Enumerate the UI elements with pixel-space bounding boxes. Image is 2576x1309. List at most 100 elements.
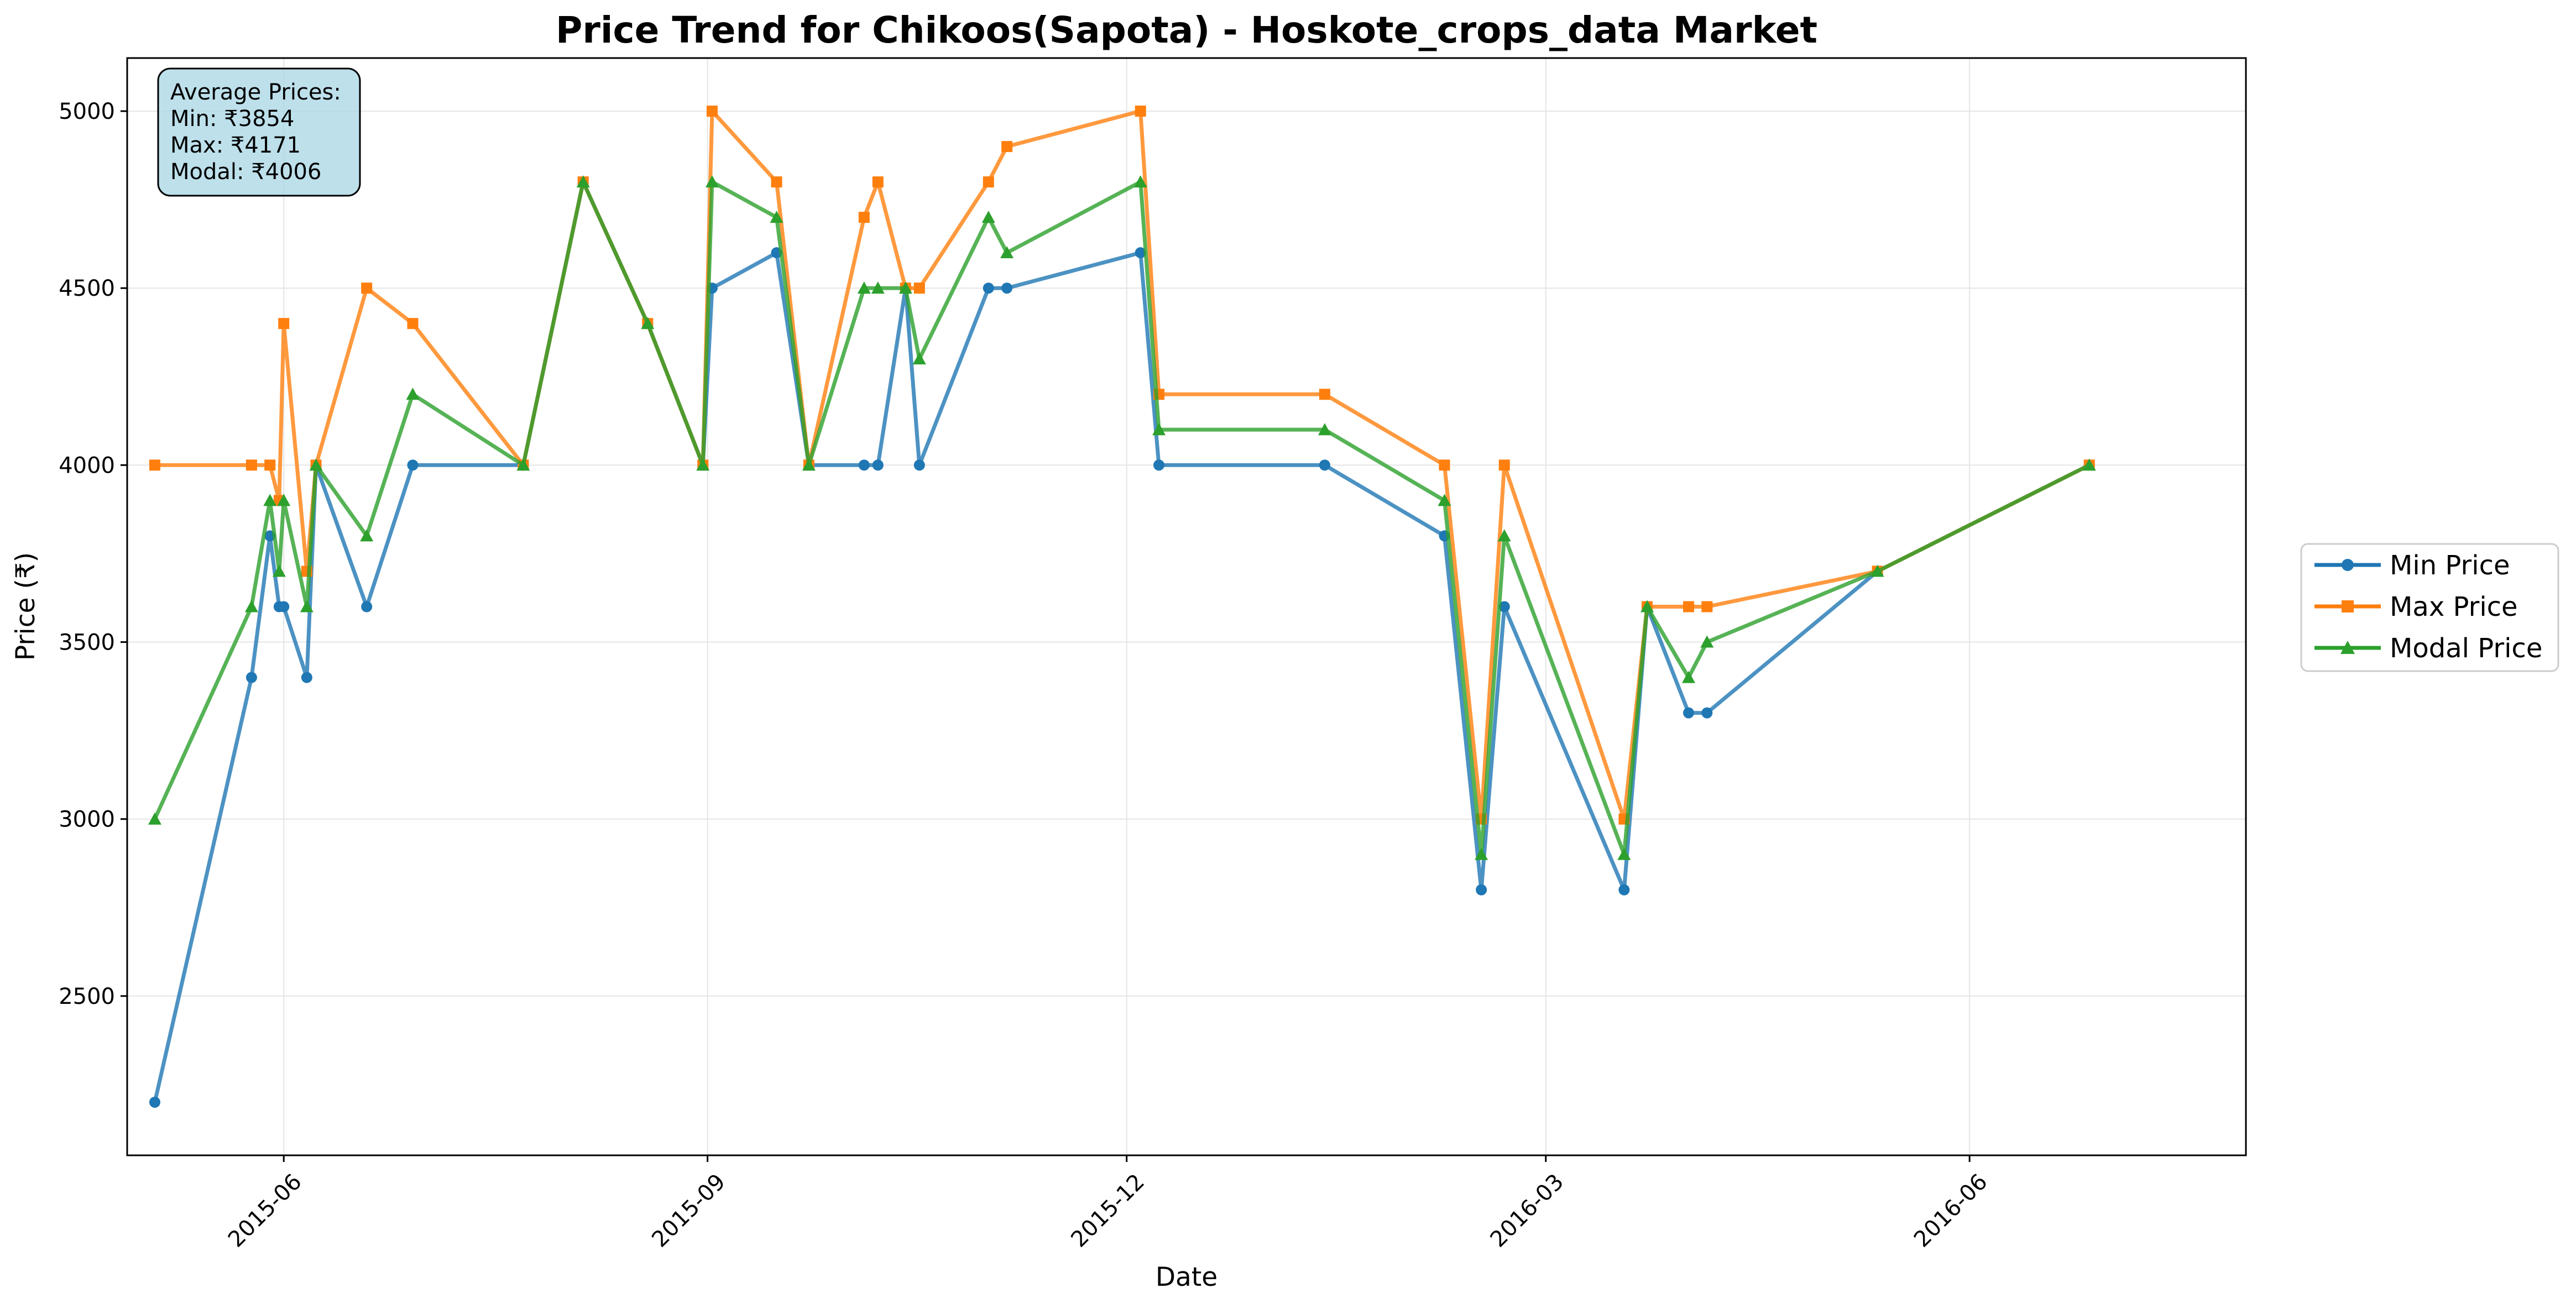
point-modal-price (1133, 175, 1147, 188)
point-min-price (407, 459, 419, 471)
stats-box-title: Average Prices: (170, 80, 341, 105)
point-max-price (1439, 459, 1450, 471)
point-modal-price (696, 458, 710, 471)
series-layer (148, 106, 2096, 1108)
point-modal-price (1497, 529, 1511, 542)
point-min-price (983, 282, 994, 294)
point-modal-price (1318, 423, 1331, 436)
legend-label-min-price: Min Price (2390, 550, 2510, 581)
point-min-price (301, 672, 312, 683)
point-max-price (245, 459, 257, 471)
y-tick-label: 4500 (59, 276, 115, 301)
point-max-price (264, 459, 276, 471)
point-max-price (1498, 459, 1510, 471)
y-tick-label: 3000 (59, 807, 115, 832)
point-max-price (1001, 141, 1013, 153)
point-modal-price (912, 352, 926, 365)
point-modal-price (898, 281, 912, 294)
plot-area-frame (126, 57, 2247, 1156)
legend: Min Price Max Price Modal Price (2300, 543, 2559, 672)
point-min-price (1153, 459, 1165, 471)
line-modal-price (153, 180, 2092, 857)
legend-frame (2300, 543, 2559, 672)
point-max-price (278, 318, 290, 329)
point-modal-price (705, 175, 719, 188)
point-min-price (1683, 707, 1695, 719)
point-modal-price (272, 564, 286, 577)
point-modal-price (309, 458, 323, 471)
point-min-price (278, 601, 290, 612)
y-tick-label: 3500 (59, 630, 115, 656)
point-max-price (913, 282, 925, 294)
point-modal-price (1700, 635, 1714, 648)
point-modal-price (1617, 847, 1631, 860)
point-modal-price (1870, 564, 1884, 577)
point-max-price (1319, 389, 1330, 400)
point-max-price (407, 318, 419, 329)
point-max-price (149, 459, 160, 471)
stats-max: Max: ₹4171 (170, 133, 301, 158)
point-max-price (1135, 106, 1146, 117)
point-modal-price (1152, 423, 1166, 436)
point-min-price (1498, 601, 1510, 612)
legend-marker-modal-price (2340, 641, 2355, 654)
point-max-price (1683, 601, 1695, 612)
point-max-price (706, 106, 718, 117)
point-min-price (1618, 884, 1630, 896)
point-max-price (771, 176, 782, 188)
point-modal-price (277, 494, 291, 506)
point-max-price (361, 282, 373, 294)
point-modal-price (2082, 458, 2096, 471)
point-max-price (858, 212, 870, 223)
point-modal-price (857, 281, 871, 294)
legend-marker-min-price (2342, 559, 2354, 571)
point-modal-price (1438, 494, 1451, 506)
stats-box-background (157, 67, 361, 197)
point-min-price (149, 1096, 160, 1108)
y-tick-label: 2500 (59, 984, 115, 1009)
legend-marker-max-price (2342, 600, 2354, 612)
point-min-price (1001, 282, 1013, 294)
point-min-price (1701, 707, 1713, 719)
point-max-price (983, 176, 994, 188)
stats-min: Min: ₹3854 (170, 106, 294, 132)
point-modal-price (263, 494, 277, 506)
point-modal-price (148, 812, 161, 825)
point-max-price (872, 176, 884, 188)
point-modal-price (300, 600, 313, 612)
point-modal-price (981, 211, 995, 223)
point-modal-price (1000, 246, 1014, 259)
legend-label-modal-price: Modal Price (2390, 633, 2542, 664)
legend-label-max-price: Max Price (2390, 591, 2518, 622)
point-min-price (913, 459, 925, 471)
point-modal-price (1475, 847, 1488, 860)
point-min-price (872, 459, 884, 471)
point-modal-price (360, 529, 374, 542)
legend-item-max-price: Max Price (2314, 591, 2518, 622)
point-min-price (1135, 247, 1146, 259)
point-max-price (1701, 601, 1713, 612)
point-modal-price (1640, 600, 1654, 612)
stats-modal: Modal: ₹4006 (170, 159, 321, 185)
series-modal-price (148, 175, 2096, 860)
y-tick-label: 4000 (59, 453, 115, 478)
point-min-price (245, 672, 257, 683)
point-modal-price (1682, 671, 1696, 683)
point-min-price (1319, 459, 1330, 471)
x-axis-label: Date (1156, 1262, 1218, 1292)
point-modal-price (641, 317, 655, 329)
stats-box: Average Prices: Min: ₹3854 Max: ₹4171 Mo… (157, 67, 361, 197)
point-modal-price (770, 211, 783, 223)
point-modal-price (576, 175, 590, 188)
point-modal-price (871, 281, 885, 294)
point-min-price (858, 459, 870, 471)
legend-item-min-price: Min Price (2314, 550, 2510, 581)
point-modal-price (406, 388, 420, 400)
point-modal-price (802, 458, 816, 471)
chart-title: Price Trend for Chikoos(Sapota) - Hoskot… (556, 9, 1817, 51)
y-tick-label: 5000 (59, 99, 115, 124)
point-modal-price (244, 600, 258, 612)
point-min-price (1476, 884, 1487, 896)
